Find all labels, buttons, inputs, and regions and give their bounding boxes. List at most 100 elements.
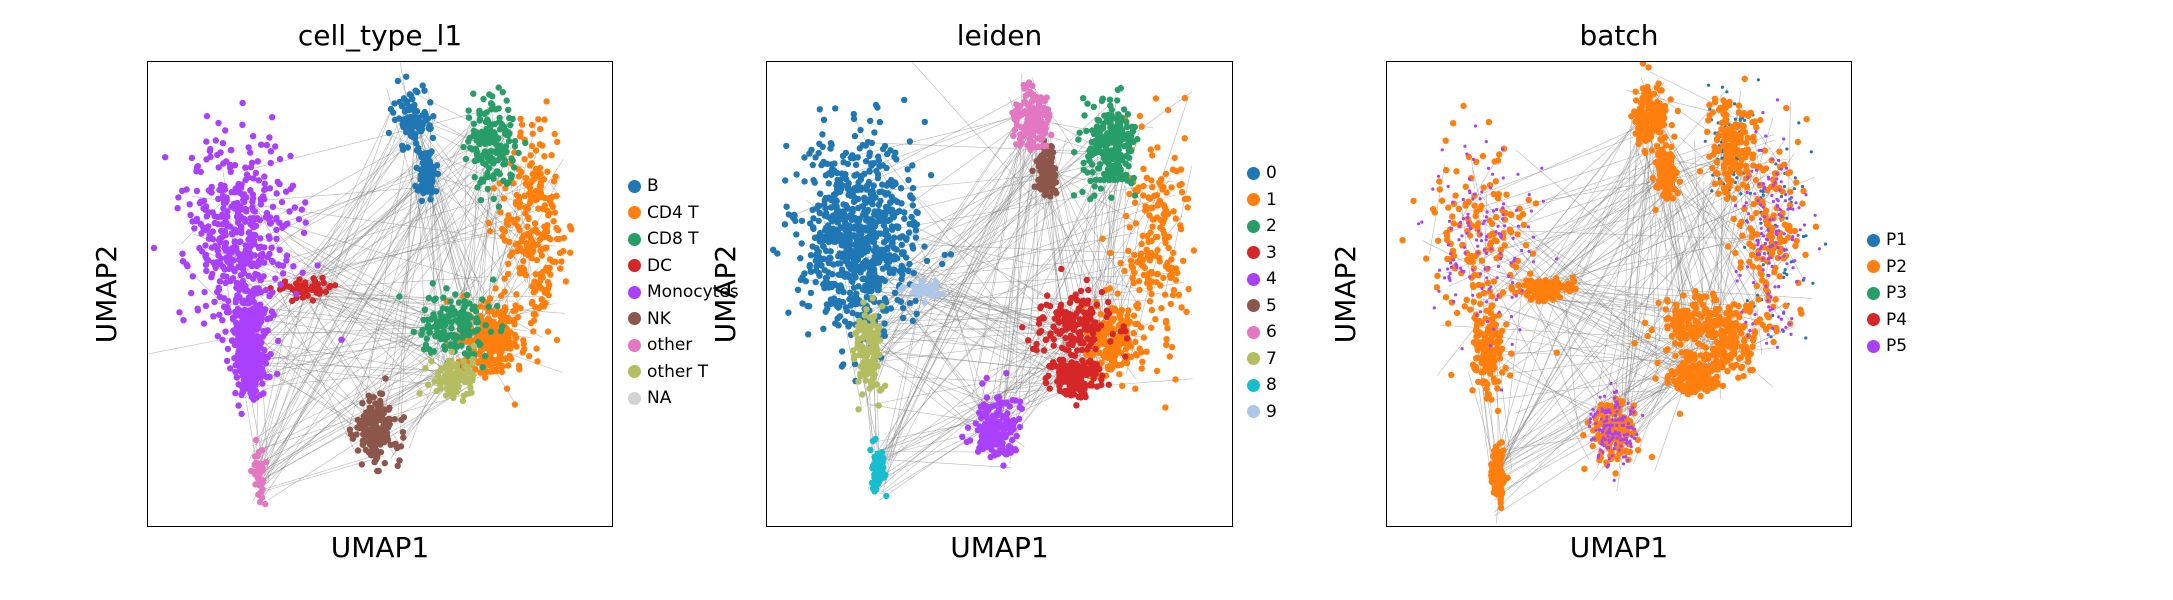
scatter-point <box>490 195 497 202</box>
scatter-point <box>282 188 290 195</box>
scatter-point <box>854 154 861 161</box>
scatter-point <box>249 191 257 198</box>
scatter-point <box>498 337 505 344</box>
scatter-point <box>215 119 222 127</box>
scatter-point <box>541 223 548 230</box>
connectivity-edge <box>264 99 412 377</box>
connectivity-edge <box>258 318 440 492</box>
scatter-point <box>529 130 536 137</box>
scatter-point <box>828 141 835 149</box>
scatter-point <box>890 266 898 273</box>
scatter-point <box>368 440 376 448</box>
scatter-point <box>223 357 231 365</box>
scatter-point <box>797 255 804 262</box>
scatter-point <box>353 431 360 438</box>
scatter-point <box>442 392 450 399</box>
scatter-point <box>425 153 432 160</box>
scatter-point <box>524 223 531 230</box>
scatter-point <box>877 214 884 222</box>
scatter-point <box>872 253 879 261</box>
connectivity-edge <box>921 283 1069 331</box>
scatter-point <box>433 162 441 169</box>
scatter-point <box>406 91 414 98</box>
connectivity-edge <box>435 169 458 290</box>
connectivity-edge <box>287 178 431 287</box>
scatter-point <box>808 268 815 275</box>
series-cd8-t <box>396 84 529 371</box>
scatter-point <box>537 272 544 280</box>
scatter-point <box>247 221 254 228</box>
scatter-point <box>513 191 520 199</box>
scatter-point <box>222 279 229 287</box>
scatter-point <box>905 176 912 184</box>
scatter-point <box>842 175 850 183</box>
connectivity-edge <box>259 288 307 467</box>
scatter-point <box>539 245 547 252</box>
scatter-point <box>425 294 433 302</box>
scatter-point <box>551 130 558 138</box>
scatter-point <box>1168 184 1175 191</box>
scatter-point <box>1185 285 1192 293</box>
scatter-point <box>397 443 405 450</box>
scatter-point <box>831 234 838 241</box>
scatter-point <box>237 321 245 328</box>
connectivity-edge <box>256 286 307 467</box>
scatter-point <box>867 237 874 244</box>
scatter-point <box>553 192 560 199</box>
scatter-point <box>544 168 551 175</box>
connectivity-edge <box>832 293 1154 301</box>
scatter-point <box>899 304 907 312</box>
scatter-point <box>840 361 847 368</box>
scatter-point <box>493 368 500 375</box>
scatter-point <box>914 209 921 216</box>
scatter-point <box>298 288 306 295</box>
scatter-point <box>846 289 854 296</box>
scatter-point <box>349 435 357 442</box>
scatter-point <box>883 182 890 189</box>
scatter-point <box>440 379 447 386</box>
scatter-point <box>897 185 905 192</box>
scatter-point <box>262 286 269 294</box>
series-0 <box>770 96 955 385</box>
connectivity-edge <box>908 222 1106 328</box>
scatter-point <box>827 248 834 255</box>
scatter-point <box>283 257 290 264</box>
scatter-point <box>440 328 447 336</box>
scatter-point <box>454 384 461 392</box>
scatter-point <box>1172 277 1180 284</box>
scatter-point <box>363 431 370 438</box>
scatter-point <box>466 332 473 339</box>
legend-item: Monocytes <box>628 279 739 306</box>
scatter-point <box>446 366 454 373</box>
scatter-point <box>863 225 870 232</box>
scatter-point <box>287 152 294 160</box>
scatter-point <box>904 166 911 173</box>
scatter-point <box>263 141 270 149</box>
scatter-point <box>839 152 847 160</box>
scatter-point <box>218 227 225 234</box>
scatter-point <box>431 378 438 385</box>
scatter-point <box>278 198 286 206</box>
scatter-point <box>468 374 476 381</box>
scatter-point <box>459 397 467 405</box>
legend-label: other T <box>647 361 709 382</box>
connectivity-edge <box>264 124 473 477</box>
scatter-point <box>909 162 916 169</box>
scatter-point <box>483 109 490 116</box>
scatter-point <box>262 185 269 193</box>
scatter-point <box>527 152 534 159</box>
scatter-point <box>255 177 262 184</box>
scatter-point <box>253 394 260 401</box>
connectivity-edge <box>854 276 1051 385</box>
scatter-point <box>223 219 230 227</box>
scatter-point <box>537 170 544 178</box>
scatter-point <box>522 139 529 147</box>
scatter-point <box>831 160 838 167</box>
scatter-point <box>484 116 491 123</box>
scatter-point <box>244 350 252 358</box>
scatter-point <box>782 177 789 184</box>
scatter-point <box>245 144 252 151</box>
scatter-point <box>504 270 512 278</box>
scatter-point <box>554 138 561 146</box>
scatter-point <box>549 203 556 210</box>
